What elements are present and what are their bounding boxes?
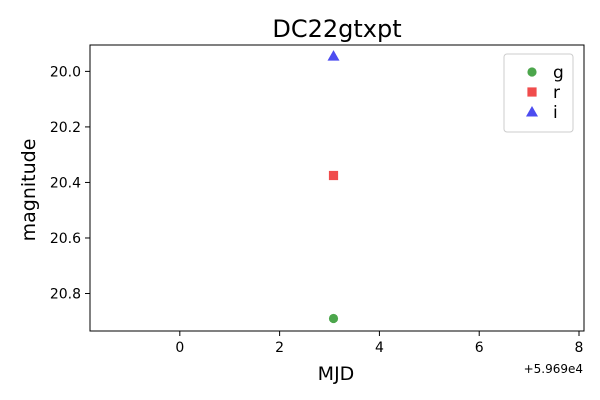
x-tick-label: 6 — [475, 340, 484, 356]
data-point-i — [327, 50, 340, 61]
x-tick-label: 8 — [575, 340, 584, 356]
plot-border — [89, 44, 585, 332]
chart-title: DC22gtxpt — [272, 15, 401, 43]
data-markers — [327, 50, 340, 324]
x-tick-label: 2 — [275, 340, 284, 356]
y-tick-label: 20.6 — [50, 231, 81, 247]
legend-label-g: g — [553, 63, 564, 83]
y-tick-label: 20.0 — [50, 64, 81, 80]
legend-label-r: r — [553, 83, 560, 103]
legend-marker-i — [526, 106, 538, 117]
x-axis-label: MJD — [318, 363, 355, 385]
x-axis-offset-label: +5.969e4 — [524, 362, 583, 376]
x-tick-label: 0 — [175, 340, 184, 356]
x-tick-label: 4 — [375, 340, 384, 356]
legend-marker-g — [527, 67, 537, 77]
legend: gri — [503, 53, 574, 133]
legend-marker-r — [527, 87, 537, 97]
data-point-g — [328, 313, 339, 324]
legend-box — [503, 53, 574, 133]
plot-area — [89, 44, 585, 332]
y-tick-label: 20.4 — [50, 175, 81, 191]
y-axis: 20.0 20.2 20.4 20.6 20.8 — [50, 64, 90, 303]
y-axis-label: magnitude — [18, 139, 40, 242]
data-point-r — [328, 170, 339, 181]
x-axis: 0 2 4 6 8 — [175, 331, 583, 356]
y-tick-label: 20.2 — [50, 120, 81, 136]
legend-label-i: i — [553, 103, 558, 123]
y-tick-label: 20.8 — [50, 287, 81, 303]
